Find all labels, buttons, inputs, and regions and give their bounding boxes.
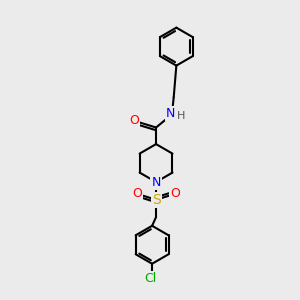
Text: Cl: Cl	[145, 272, 157, 285]
Text: N: N	[152, 176, 161, 189]
Text: O: O	[170, 187, 180, 200]
Text: O: O	[129, 114, 139, 127]
Text: O: O	[132, 187, 142, 200]
Text: N: N	[166, 106, 175, 119]
Text: H: H	[177, 111, 185, 121]
Text: S: S	[152, 193, 161, 207]
